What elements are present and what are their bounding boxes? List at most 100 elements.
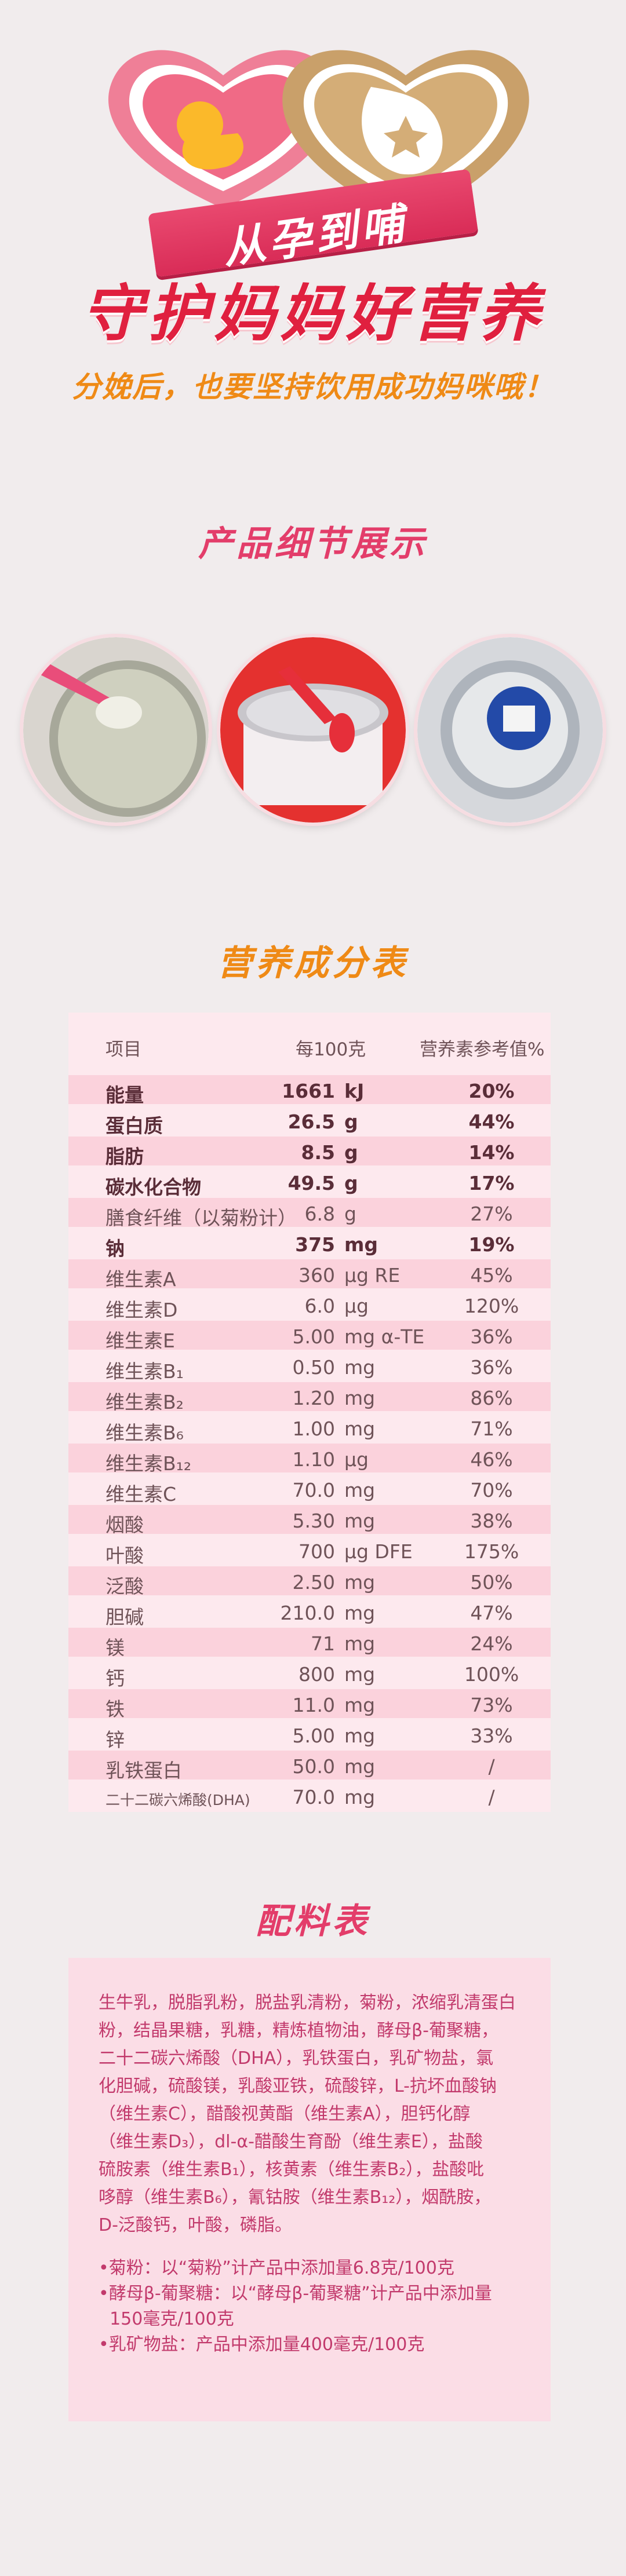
ingredient-line: 二十二碳六烯酸（DHA），乳铁蛋白，乳矿物盐，氯 bbox=[99, 2048, 494, 2069]
nutrition-row: 维生素B₂ 1.20 mg 86% bbox=[68, 1382, 551, 1413]
detail-section-title: 产品细节展示 bbox=[198, 524, 428, 564]
nutrient-value: 6.8 bbox=[304, 1203, 335, 1225]
nutrient-value: 70.0 bbox=[292, 1786, 335, 1808]
ingredients-panel: 生牛乳，脱脂乳粉，脱盐乳清粉，菊粉，浓缩乳清蛋白 粉，结晶果糖，乳糖，精炼植物油，… bbox=[68, 1958, 551, 2421]
nutrient-name: 二十二碳六烯酸(DHA) bbox=[105, 1792, 250, 1808]
nutrition-row: 维生素A 360 μg RE 45% bbox=[68, 1259, 551, 1291]
detail-image-scoop bbox=[220, 637, 406, 823]
nutrient-unit: g bbox=[344, 1203, 356, 1225]
ingredient-line: （维生素D₃），dl-α-醋酸生育酚（维生素E），盐酸 bbox=[99, 2132, 483, 2152]
nutrient-unit: mg bbox=[344, 1233, 378, 1256]
nutrient-unit: mg bbox=[344, 1356, 376, 1379]
nutrient-value: 6.0 bbox=[304, 1295, 335, 1317]
nutrition-row: 碳水化合物 49.5 g 17% bbox=[68, 1167, 551, 1199]
nutrient-nrv: 36% bbox=[470, 1356, 513, 1379]
nutrition-row: 脂肪 8.5 g 14% bbox=[68, 1137, 551, 1168]
nutrition-row: 钙 800 mg 100% bbox=[68, 1658, 551, 1690]
nutrient-name: 钠 bbox=[105, 1237, 125, 1260]
nutrition-row: 叶酸 700 μg DFE 175% bbox=[68, 1536, 551, 1567]
nutrient-nrv: 50% bbox=[470, 1571, 513, 1594]
nutrient-name: 维生素B₁₂ bbox=[105, 1452, 192, 1475]
nutrition-row: 烟酸 5.30 mg 38% bbox=[68, 1505, 551, 1536]
nutrient-value: 5.00 bbox=[292, 1325, 335, 1348]
nutrient-name: 泛酸 bbox=[105, 1575, 144, 1598]
nutrient-name: 维生素C bbox=[105, 1483, 177, 1506]
nutrient-value: 0.50 bbox=[292, 1356, 335, 1379]
nutrient-value: 8.5 bbox=[301, 1141, 335, 1164]
nutrient-unit: μg DFE bbox=[344, 1540, 413, 1563]
nutrient-name: 维生素A bbox=[105, 1268, 176, 1291]
nutrition-row: 镁 71 mg 24% bbox=[68, 1628, 551, 1659]
nutrient-unit: mg bbox=[344, 1694, 376, 1716]
nutrient-nrv: 24% bbox=[470, 1632, 513, 1655]
nutrient-nrv: 33% bbox=[470, 1724, 513, 1747]
ingredient-line: 硫胺素（维生素B₁），核黄素（维生素B₂），盐酸吡 bbox=[99, 2160, 485, 2180]
ingredients-section-title: 配料表 bbox=[256, 1901, 370, 1942]
nutrient-value: 1.00 bbox=[292, 1417, 335, 1440]
nutrient-value: 1661 bbox=[282, 1080, 335, 1102]
nutrition-row: 钠 375 mg 19% bbox=[68, 1229, 551, 1260]
nutrient-nrv: 17% bbox=[468, 1172, 515, 1194]
nutrient-unit: mg α-TE bbox=[344, 1325, 425, 1348]
nutrient-value: 5.00 bbox=[292, 1724, 335, 1747]
nutrient-unit: mg bbox=[344, 1632, 376, 1655]
nutrient-name: 维生素B₂ bbox=[105, 1391, 184, 1413]
nutrition-table: 项目 每100克 营养素参考值% 能量 1661 kJ 20% 蛋白质 26.5 g 44% 脂… bbox=[68, 1013, 551, 1812]
nutrient-name: 维生素B₆ bbox=[105, 1422, 184, 1444]
nutrient-unit: g bbox=[344, 1172, 358, 1194]
nutrient-value: 375 bbox=[295, 1233, 335, 1256]
nutrient-unit: mg bbox=[344, 1602, 376, 1624]
detail-image-can-bottom bbox=[417, 637, 603, 823]
nutrient-unit: μg bbox=[344, 1295, 369, 1317]
nutrient-name: 镁 bbox=[105, 1636, 125, 1659]
nutrition-row: 乳铁蛋白 50.0 mg / bbox=[68, 1751, 551, 1782]
nutrient-name: 维生素D bbox=[105, 1299, 178, 1321]
nutrition-row: 铁 11.0 mg 73% bbox=[68, 1689, 551, 1720]
nutrient-nrv: 120% bbox=[464, 1295, 519, 1317]
header-item: 项目 bbox=[105, 1039, 141, 1060]
nutrition-table-header: 项目 每100克 营养素参考值% bbox=[68, 1018, 551, 1069]
nutrition-row: 维生素D 6.0 μg 120% bbox=[68, 1290, 551, 1321]
nutrition-row: 能量 1661 kJ 20% bbox=[68, 1075, 551, 1106]
nutrition-row: 维生素B₁ 0.50 mg 36% bbox=[68, 1351, 551, 1383]
nutrient-unit: μg bbox=[344, 1448, 369, 1471]
nutrient-name: 胆碱 bbox=[105, 1606, 144, 1628]
nutrient-value: 26.5 bbox=[287, 1110, 335, 1133]
header-nrv: 营养素参考值% bbox=[420, 1039, 545, 1060]
ingredient-line: 生牛乳，脱脂乳粉，脱盐乳清粉，菊粉，浓缩乳清蛋白 bbox=[99, 1993, 516, 2013]
nutrition-row: 锌 5.00 mg 33% bbox=[68, 1720, 551, 1751]
nutrient-value: 2.50 bbox=[292, 1571, 335, 1594]
ingredient-line: （维生素C），醋酸视黄酯（维生素A），胆钙化醇 bbox=[99, 2104, 471, 2124]
nutrient-name: 叶酸 bbox=[105, 1544, 144, 1567]
nutrient-name: 维生素B₁ bbox=[105, 1360, 184, 1383]
nutrient-value: 11.0 bbox=[292, 1694, 335, 1716]
nutrient-nrv: 70% bbox=[470, 1479, 513, 1501]
nutrient-value: 1.20 bbox=[292, 1387, 335, 1409]
nutrient-unit: mg bbox=[344, 1724, 376, 1747]
nutrient-name: 乳铁蛋白 bbox=[105, 1759, 182, 1782]
nutrient-nrv: 71% bbox=[470, 1417, 513, 1440]
nutrition-row: 膳食纤维（以菊粉计） 6.8 g 27% bbox=[68, 1198, 551, 1229]
nutrient-nrv: 19% bbox=[468, 1233, 515, 1256]
nutrient-name: 钙 bbox=[105, 1667, 125, 1690]
ingredient-note: 150毫克/100克 bbox=[99, 2309, 234, 2329]
nutrition-section-title: 营养成分表 bbox=[217, 943, 409, 984]
ingredient-note: •乳矿物盐：产品中添加量400毫克/100克 bbox=[99, 2334, 425, 2355]
ingredient-line: 化胆碱，硫酸镁，乳酸亚铁，硫酸锌，L-抗坏血酸钠 bbox=[99, 2076, 497, 2096]
nutrition-row: 二十二碳六烯酸(DHA) 70.0 mg / bbox=[68, 1781, 551, 1810]
nutrient-name: 脂肪 bbox=[105, 1145, 144, 1168]
detail-image-powder bbox=[23, 637, 209, 823]
nutrient-value: 49.5 bbox=[287, 1172, 335, 1194]
nutrient-unit: g bbox=[344, 1110, 358, 1133]
nutrient-name: 铁 bbox=[105, 1698, 125, 1720]
hero-subline: 分娩后，也要坚持饮用成功妈咪哦！ bbox=[72, 370, 554, 404]
nutrient-nrv: 20% bbox=[468, 1080, 515, 1102]
nutrient-value: 360 bbox=[299, 1264, 335, 1287]
nutrition-row: 胆碱 210.0 mg 47% bbox=[68, 1597, 551, 1628]
nutrient-nrv: / bbox=[488, 1786, 495, 1808]
nutrient-nrv: 46% bbox=[470, 1448, 513, 1471]
nutrient-value: 70.0 bbox=[292, 1479, 335, 1501]
nutrient-nrv: 47% bbox=[470, 1602, 513, 1624]
nutrient-name: 锌 bbox=[105, 1729, 125, 1751]
nutrient-name: 能量 bbox=[105, 1084, 144, 1106]
